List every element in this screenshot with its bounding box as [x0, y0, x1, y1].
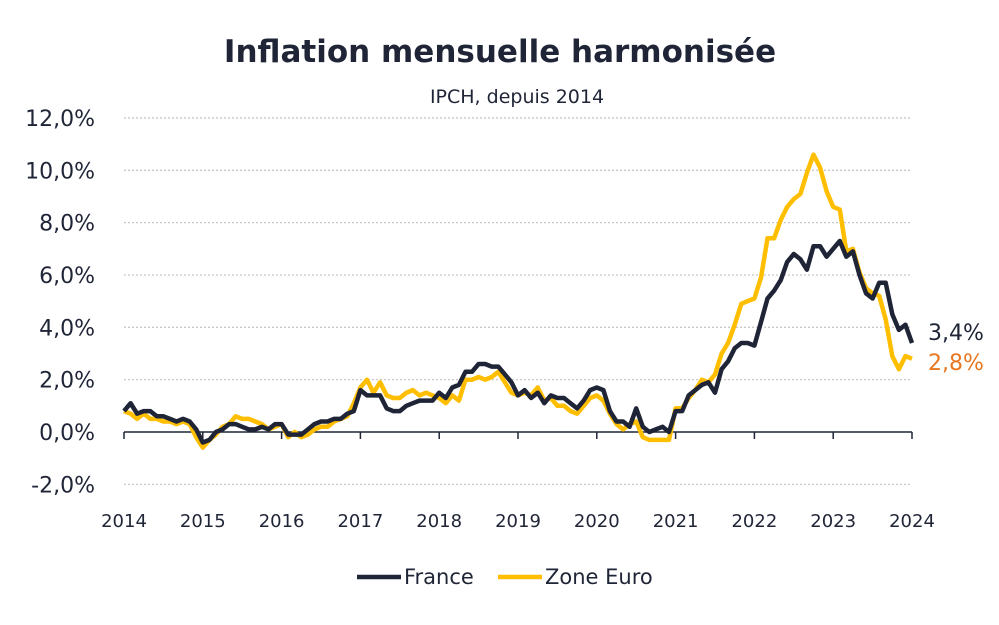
y-tick-label: 4,0% — [39, 316, 95, 341]
legend-label-france: France — [404, 565, 474, 589]
y-tick-label: 6,0% — [39, 264, 95, 289]
x-tick-label: 2017 — [337, 511, 383, 532]
legend-label-zone-euro: Zone Euro — [545, 565, 653, 589]
x-tick-label: 2023 — [810, 511, 856, 532]
end-label-zone-euro: 2,8% — [928, 351, 984, 376]
x-tick-label: 2016 — [259, 511, 305, 532]
x-tick-label: 2015 — [180, 511, 226, 532]
x-tick-label: 2024 — [889, 511, 935, 532]
x-tick-label: 2014 — [101, 511, 147, 532]
x-tick-label: 2020 — [574, 511, 620, 532]
series-line-france — [122, 238, 915, 445]
x-tick-label: 2018 — [416, 511, 462, 532]
x-tick-label: 2019 — [495, 511, 541, 532]
x-tick-label: 2021 — [653, 511, 699, 532]
y-tick-label: 8,0% — [39, 212, 95, 237]
y-tick-label: 12,0% — [25, 107, 95, 132]
y-tick-label: 0,0% — [39, 421, 95, 446]
y-tick-label: 10,0% — [25, 159, 95, 184]
chart-title: Inflation mensuelle harmonisée — [224, 34, 776, 70]
y-tick-label: 2,0% — [39, 369, 95, 394]
legend: France Zone Euro — [357, 565, 653, 589]
series-line-zone-euro — [123, 152, 913, 450]
y-tick-label: -2,0% — [31, 473, 95, 498]
x-tick-label: 2022 — [731, 511, 777, 532]
chart-subtitle: IPCH, depuis 2014 — [430, 86, 604, 108]
end-label-france: 3,4% — [928, 321, 984, 346]
